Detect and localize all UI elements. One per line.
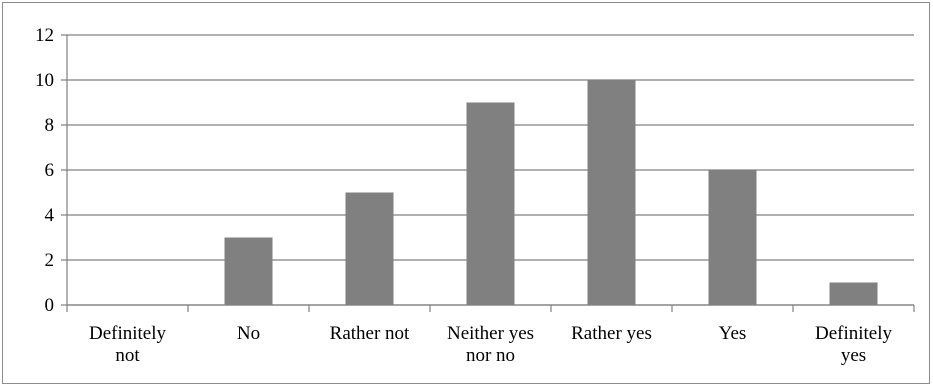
bar-2 [345, 192, 394, 305]
x-category-label: yes [841, 345, 866, 366]
x-category-label: Neither yes [447, 323, 534, 344]
bar-6 [829, 282, 878, 305]
x-category-label: nor no [466, 345, 515, 366]
bar-1 [224, 237, 273, 305]
x-category-label: Rather not [330, 323, 410, 344]
x-category-label: Yes [719, 323, 747, 344]
x-category-label: not [115, 345, 140, 366]
y-tick-label: 8 [45, 115, 55, 136]
y-tick-label: 10 [35, 70, 54, 91]
x-category-label: No [237, 323, 260, 344]
y-tick-label: 2 [45, 250, 55, 271]
y-tick-label: 12 [35, 25, 54, 46]
y-tick-label: 4 [45, 205, 55, 226]
x-category-label: Definitely [815, 323, 893, 344]
bar-4 [587, 80, 636, 305]
bar-5 [708, 170, 757, 305]
x-category-label: Rather yes [571, 323, 652, 344]
y-tick-label: 0 [45, 295, 55, 316]
bar-3 [466, 102, 515, 305]
y-tick-label: 6 [45, 160, 55, 181]
x-category-label: Definitely [89, 323, 167, 344]
